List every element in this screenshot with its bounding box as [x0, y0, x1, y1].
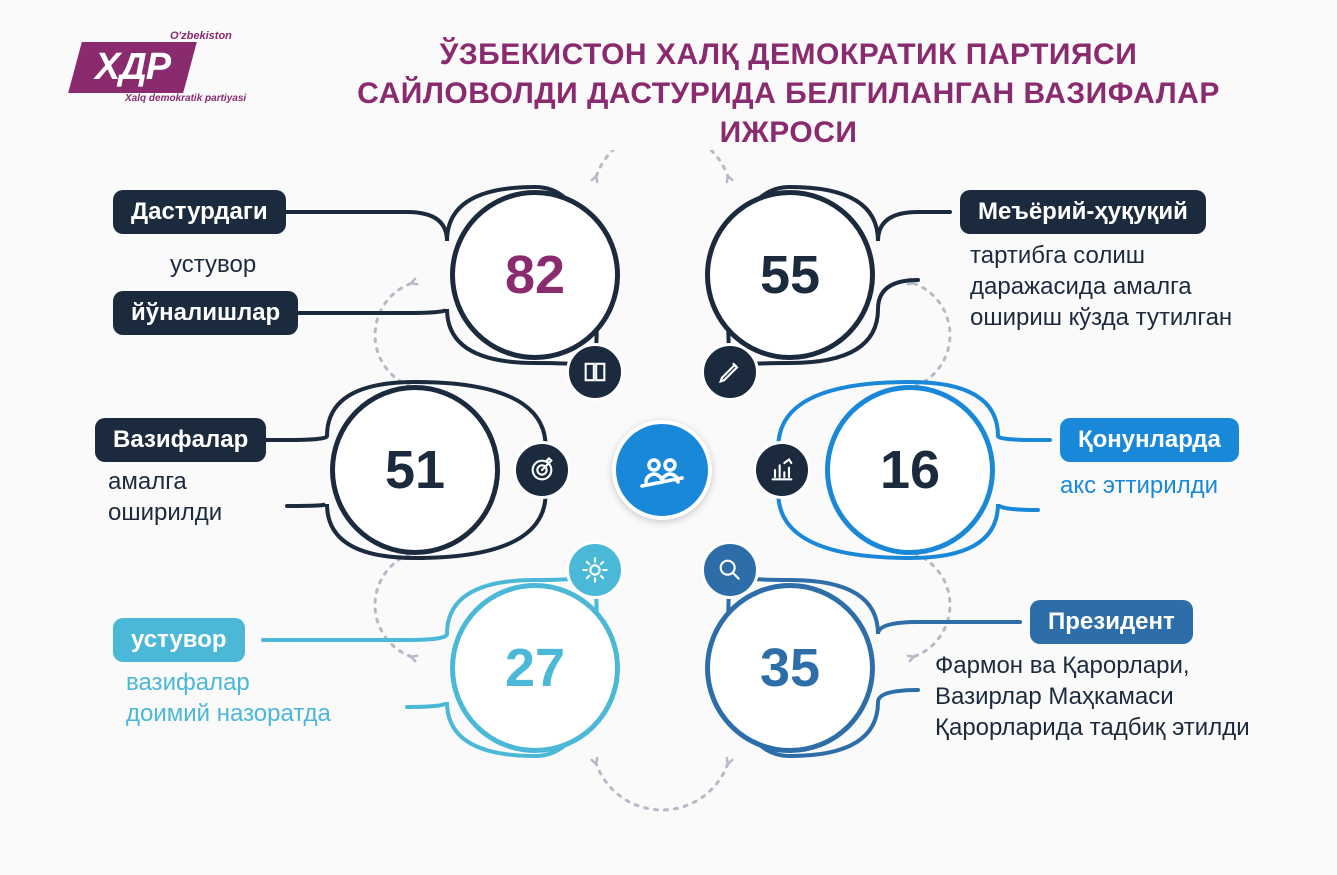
stat-circle-n35: 35 [705, 583, 875, 753]
stat-circle-n16: 16 [825, 385, 995, 555]
logo: O'zbekiston ХДР Xalq demokratik partiyas… [75, 30, 255, 100]
tag-n27-0: устувор [113, 618, 245, 662]
subtext-n82: устувор [170, 249, 256, 280]
page-title: ЎЗБЕКИСТОН ХАЛҚ ДЕМОКРАТИК ПАРТИЯСИ САЙЛ… [300, 35, 1277, 152]
subtext-n55: тартибга солишдаражасида амалгаошириш кў… [970, 240, 1232, 334]
stat-circle-n27: 27 [450, 583, 620, 753]
logo-country: O'zbekiston [170, 30, 255, 42]
target-icon [513, 441, 571, 499]
stat-circle-n82: 82 [450, 190, 620, 360]
tag-n35-0: Президент [1030, 600, 1193, 644]
tag-n16-0: Қонунларда [1060, 418, 1239, 462]
logo-acronym: ХДР [95, 46, 170, 89]
gear-icon [566, 541, 624, 599]
tag-n82-1: йўналишлар [113, 291, 298, 335]
center-icon [612, 420, 712, 520]
title-line-1: ЎЗБЕКИСТОН ХАЛҚ ДЕМОКРАТИК ПАРТИЯСИ [300, 35, 1277, 74]
tag-n51-0: Вазифалар [95, 418, 266, 462]
search-icon [701, 541, 759, 599]
stat-circle-n55: 55 [705, 190, 875, 360]
logo-badge: ХДР [68, 42, 197, 93]
subtext-n35: Фармон ва Қарорлари,Вазирлар МаҳкамасиҚа… [935, 650, 1250, 744]
subtext-n16: акс эттирилди [1060, 470, 1218, 501]
infographic-diagram: 82 55 51 16 27 35 Дастурдаги йўналишлар устувор М… [0, 150, 1337, 870]
tag-n55-0: Меъёрий-ҳуқуқий [960, 190, 1206, 234]
subtext-n51: амалгаоширилди [108, 466, 222, 528]
logo-subtitle: Xalq demokratik partiyasi [125, 93, 255, 104]
title-line-2: САЙЛОВОЛДИ ДАСТУРИДА БЕЛГИЛАНГАН ВАЗИФАЛ… [300, 74, 1277, 152]
pencil-icon [701, 343, 759, 401]
stat-circle-n51: 51 [330, 385, 500, 555]
book-icon [566, 343, 624, 401]
subtext-n27: вазифалардоимий назоратда [126, 667, 331, 729]
tag-n82-0: Дастурдаги [113, 190, 286, 234]
chart-icon [753, 441, 811, 499]
